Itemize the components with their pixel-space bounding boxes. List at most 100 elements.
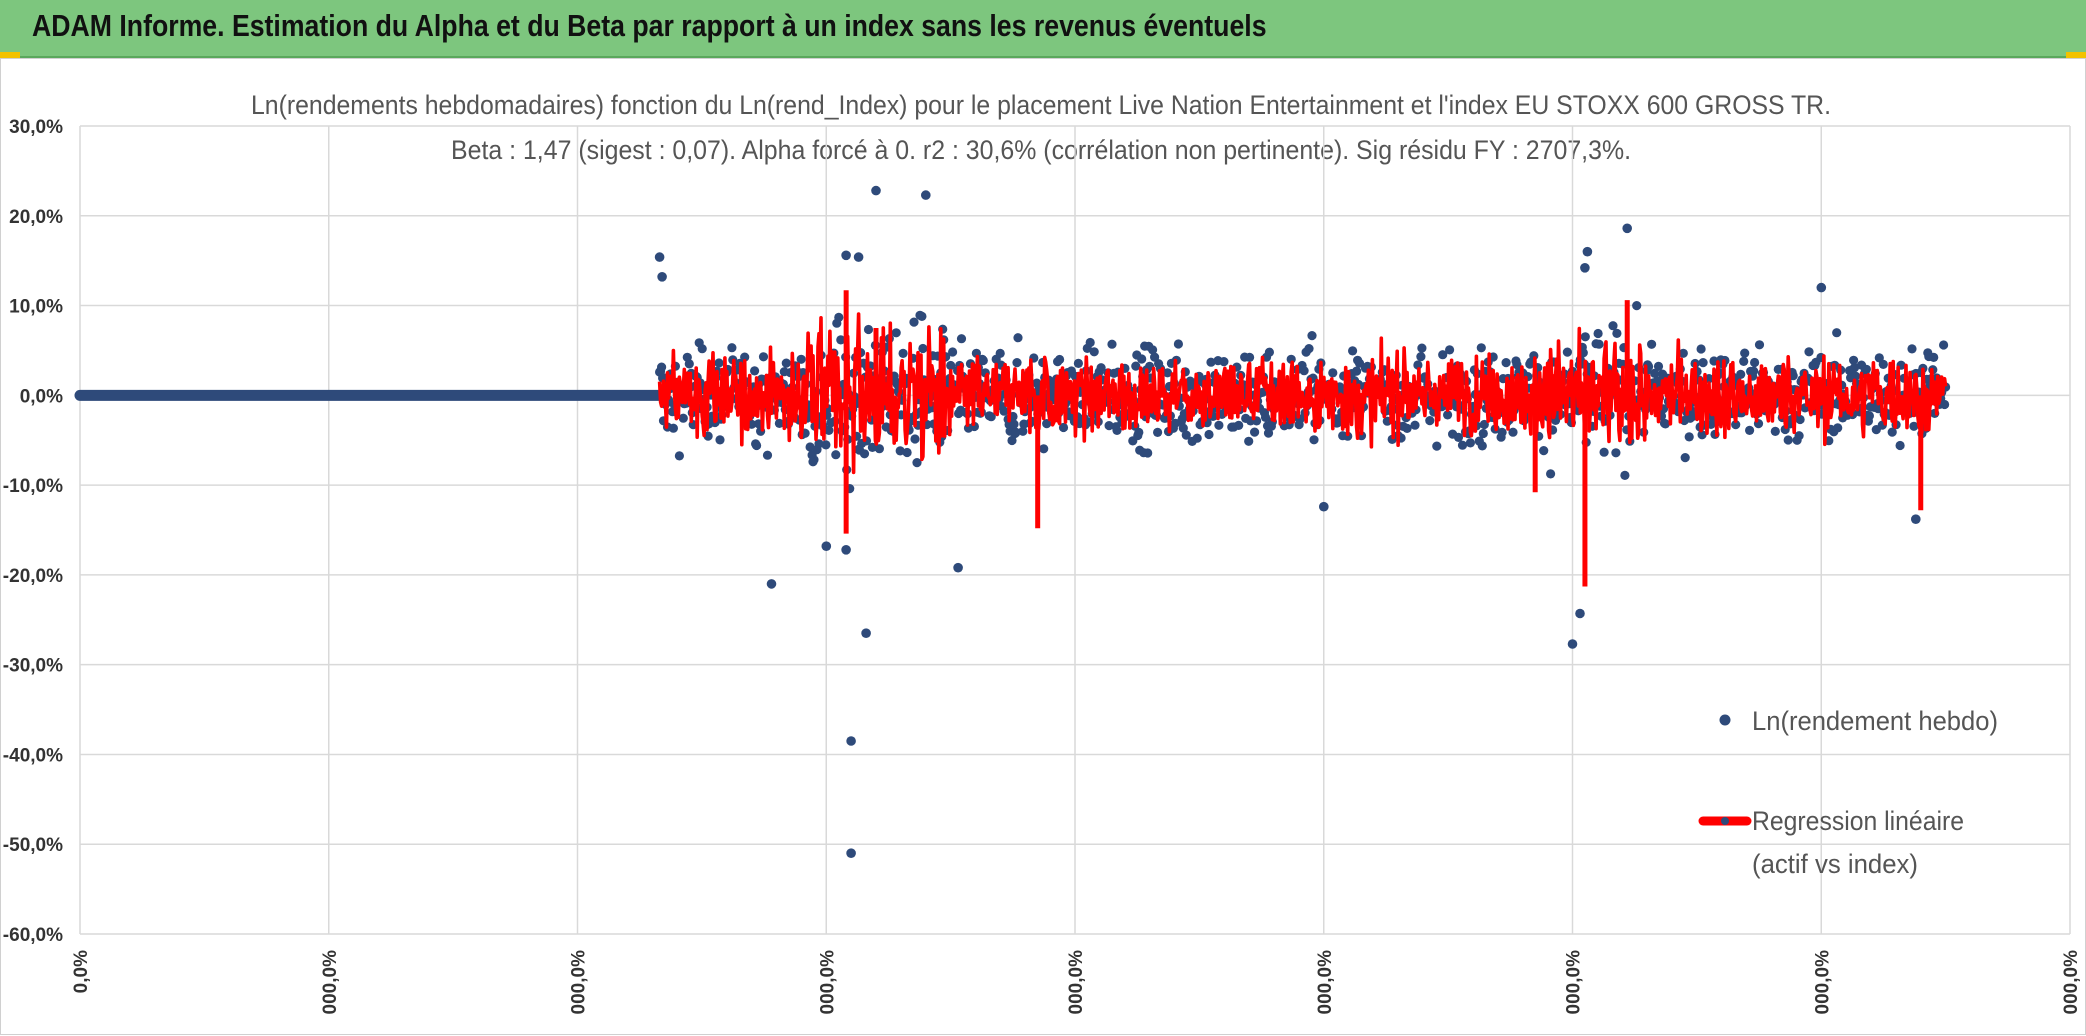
- scatter-point-outlier: [1575, 608, 1585, 619]
- scatter-point: [1620, 470, 1630, 480]
- scatter-point-outlier: [657, 272, 667, 282]
- scatter-point: [1453, 432, 1464, 442]
- chart-title-line2: Beta : 1,47 (sigest : 0,07). Alpha forcé…: [451, 135, 1631, 165]
- scatter-point: [1042, 419, 1052, 429]
- scatter-point: [1929, 352, 1939, 362]
- scatter-point: [1432, 441, 1442, 451]
- scatter-point: [821, 440, 831, 450]
- scatter-point: [1402, 423, 1412, 433]
- scatter-point: [1887, 427, 1897, 437]
- scatter-point: [1153, 427, 1163, 437]
- scatter-point-outlier: [921, 190, 931, 200]
- scatter-point: [1328, 368, 1338, 378]
- scatter-point: [1832, 328, 1842, 338]
- scatter-point: [1162, 368, 1173, 378]
- scatter-point-outlier: [853, 252, 864, 262]
- scatter-point: [1413, 360, 1423, 370]
- x-tick-label: 000,0%: [2061, 950, 2082, 1015]
- scatter-point-outlier: [841, 545, 851, 555]
- scatter-point: [1479, 419, 1489, 430]
- scatter-point: [1878, 359, 1888, 369]
- scatter-point: [758, 352, 769, 362]
- scatter-point: [1749, 366, 1759, 376]
- scatter-point-outlier: [766, 579, 777, 589]
- scatter-point: [1018, 426, 1028, 436]
- scatter-point: [1134, 427, 1144, 437]
- scatter-point: [1660, 419, 1670, 429]
- y-tick-label: 30,0%: [9, 117, 63, 138]
- scatter-point: [995, 348, 1005, 358]
- scatter-point: [697, 344, 707, 354]
- scatter-point: [1178, 423, 1188, 433]
- scatter-point: [1940, 399, 1950, 410]
- y-tick-label: -50,0%: [3, 835, 63, 856]
- scatter-point: [1909, 421, 1919, 431]
- y-tick-label: 20,0%: [9, 207, 63, 228]
- scatter-point: [1445, 345, 1455, 355]
- scatter-point: [912, 458, 922, 468]
- scatter-point: [752, 440, 762, 451]
- scatter-point: [1352, 366, 1362, 376]
- scatter-point: [1850, 371, 1861, 381]
- scatter-point-outlier: [861, 628, 871, 638]
- scatter-point: [824, 425, 834, 435]
- scatter-point: [1173, 339, 1183, 349]
- scatter-point: [1416, 352, 1426, 362]
- scatter-point: [1594, 339, 1604, 349]
- left-corner-marker: [0, 52, 20, 58]
- legend: Ln(rendement hebdo) Regression linéaire …: [1698, 706, 1998, 879]
- scatter-point-outlier: [846, 848, 856, 858]
- scatter-point: [1736, 369, 1746, 379]
- x-tick-label: 000,0%: [569, 950, 590, 1015]
- scatter-point: [1148, 345, 1158, 355]
- x-axis-ticks: 0,0% 000,0% 000,0% 000,0% 000,0% 000,0% 000,0%…: [71, 950, 2082, 1015]
- scatter-chart: Ln(rendements hebdomadaires) fonction du…: [3, 90, 2082, 1015]
- regression-line: [657, 290, 1948, 587]
- scatter-point: [1539, 446, 1549, 456]
- scatter-point: [836, 335, 846, 345]
- scatter-point: [910, 434, 920, 444]
- scatter-point: [1085, 337, 1095, 348]
- scatter-point: [1477, 441, 1487, 451]
- legend-scatter-marker: [1719, 714, 1731, 726]
- scatter-point: [1684, 432, 1694, 442]
- scatter-point: [978, 355, 988, 366]
- scatter-point: [895, 446, 905, 456]
- scatter-point: [1939, 340, 1949, 350]
- scatter-point-outlier: [871, 185, 881, 196]
- scatter-point: [796, 354, 806, 364]
- scatter-point: [1058, 422, 1069, 433]
- scatter-point: [1438, 350, 1448, 360]
- y-tick-label: -40,0%: [3, 745, 63, 766]
- scatter-point: [834, 312, 844, 322]
- scatter-point: [1104, 421, 1114, 431]
- page-title: ADAM Informe. Estimation du Alpha et du …: [32, 8, 1267, 43]
- scatter-point: [917, 311, 927, 321]
- scatter-point: [1055, 354, 1065, 365]
- y-tick-label: -10,0%: [3, 476, 63, 497]
- scatter-point: [999, 406, 1009, 416]
- scatter-point: [1907, 344, 1917, 354]
- scatter-point: [1131, 361, 1141, 371]
- scatter-point-outlier: [1911, 514, 1921, 524]
- regression-path: [657, 312, 1948, 475]
- scatter-point: [1181, 430, 1191, 440]
- scatter-point: [1678, 348, 1688, 358]
- scatter-point: [714, 358, 724, 368]
- scatter-point: [1107, 339, 1117, 349]
- legend-line-dot: [1721, 817, 1729, 825]
- scatter-point: [1608, 321, 1618, 331]
- scatter-point-outlier: [821, 541, 832, 551]
- scatter-point: [1849, 363, 1860, 373]
- y-tick-label: -20,0%: [3, 566, 63, 587]
- scatter-point-outlier: [841, 250, 851, 261]
- scatter-point: [1137, 354, 1147, 364]
- scatter-point-outlier: [953, 562, 963, 573]
- scatter-point: [867, 442, 878, 452]
- scatter-point-outlier: [654, 252, 665, 262]
- scatter-point: [891, 328, 901, 338]
- scatter-point: [898, 348, 908, 358]
- scatter-point: [1750, 357, 1760, 368]
- scatter-point-outlier: [1580, 263, 1590, 273]
- x-tick-label: 000,0%: [1315, 950, 1336, 1015]
